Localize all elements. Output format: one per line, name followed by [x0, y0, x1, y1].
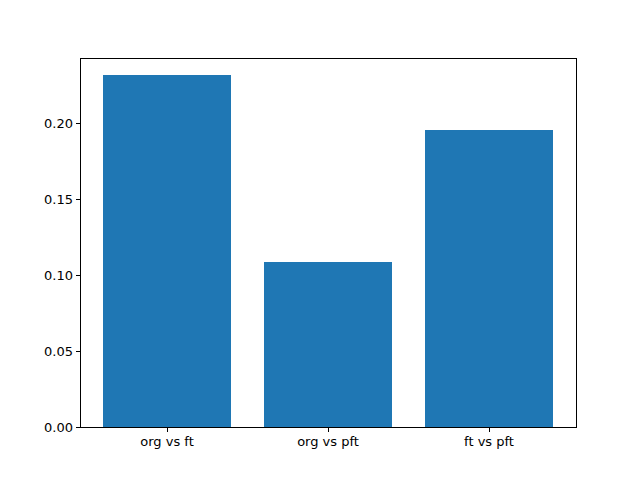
y-tick-label: 0.10: [0, 268, 73, 283]
y-tick-mark: [76, 427, 80, 428]
y-tick-label: 0.20: [0, 116, 73, 131]
x-tick-mark: [489, 428, 490, 432]
x-tick-label-org-vs-ft: org vs ft: [97, 434, 237, 449]
bar-chart-figure: 0.00 0.05 0.10 0.15 0.20 org vs ft org vs pft f…: [0, 0, 640, 480]
bar-org-vs-ft: [103, 75, 232, 427]
y-tick-mark: [76, 275, 80, 276]
y-tick-mark: [76, 351, 80, 352]
y-tick-label: 0.00: [0, 420, 73, 435]
x-tick-mark: [167, 428, 168, 432]
bar-org-vs-pft: [264, 262, 393, 427]
x-tick-label-ft-vs-pft: ft vs pft: [419, 434, 559, 449]
y-tick-mark: [76, 199, 80, 200]
y-tick-mark: [76, 123, 80, 124]
y-tick-label: 0.15: [0, 192, 73, 207]
x-tick-label-org-vs-pft: org vs pft: [258, 434, 398, 449]
y-tick-label: 0.05: [0, 344, 73, 359]
x-tick-mark: [328, 428, 329, 432]
bar-ft-vs-pft: [425, 130, 554, 427]
